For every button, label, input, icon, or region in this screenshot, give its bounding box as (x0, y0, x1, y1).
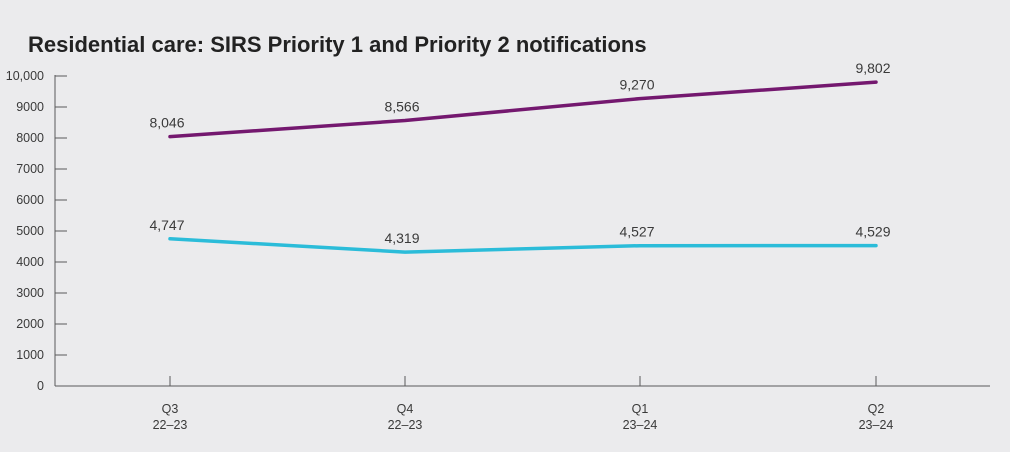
y-tick-label: 2000 (16, 317, 44, 331)
data-label: 9,270 (619, 77, 654, 93)
data-label: 4,529 (855, 224, 890, 240)
x-tick-sublabel: 23–24 (859, 418, 894, 432)
series-line-1 (168, 80, 878, 139)
x-tick-label: Q2 (868, 402, 885, 416)
x-tick-label: Q1 (632, 402, 649, 416)
y-tick-label: 6000 (16, 193, 44, 207)
y-tick-label: 9000 (16, 100, 44, 114)
series-line-2 (168, 237, 878, 254)
y-axis-ticks: 0 1000 2000 3000 4000 5000 6000 7000 8000 9000 10,… (6, 69, 67, 393)
data-labels: 8,046 8,566 9,270 9,802 4,747 4,319 4,527 4,529 (149, 60, 890, 246)
data-label: 9,802 (855, 60, 890, 76)
data-label: 8,046 (149, 115, 184, 131)
series-group (168, 80, 878, 254)
data-label: 4,747 (149, 217, 184, 233)
x-tick-sublabel: 22–23 (153, 418, 188, 432)
y-tick-label: 1000 (16, 348, 44, 362)
y-tick-label: 4000 (16, 255, 44, 269)
y-tick-label: 10,000 (6, 69, 44, 83)
chart-title: Residential care: SIRS Priority 1 and Pr… (28, 32, 647, 57)
x-axis-ticks: Q3 22–23 Q4 22–23 Q1 23–24 Q2 23–24 (153, 376, 894, 432)
x-tick-label: Q3 (162, 402, 179, 416)
x-tick-label: Q4 (397, 402, 414, 416)
y-tick-label: 8000 (16, 131, 44, 145)
x-tick-sublabel: 22–23 (388, 418, 423, 432)
x-tick-sublabel: 23–24 (623, 418, 658, 432)
y-tick-label: 5000 (16, 224, 44, 238)
data-label: 4,319 (384, 230, 419, 246)
y-tick-label: 0 (37, 379, 44, 393)
y-tick-label: 7000 (16, 162, 44, 176)
data-label: 8,566 (384, 98, 419, 114)
y-tick-label: 3000 (16, 286, 44, 300)
data-label: 4,527 (619, 224, 654, 240)
